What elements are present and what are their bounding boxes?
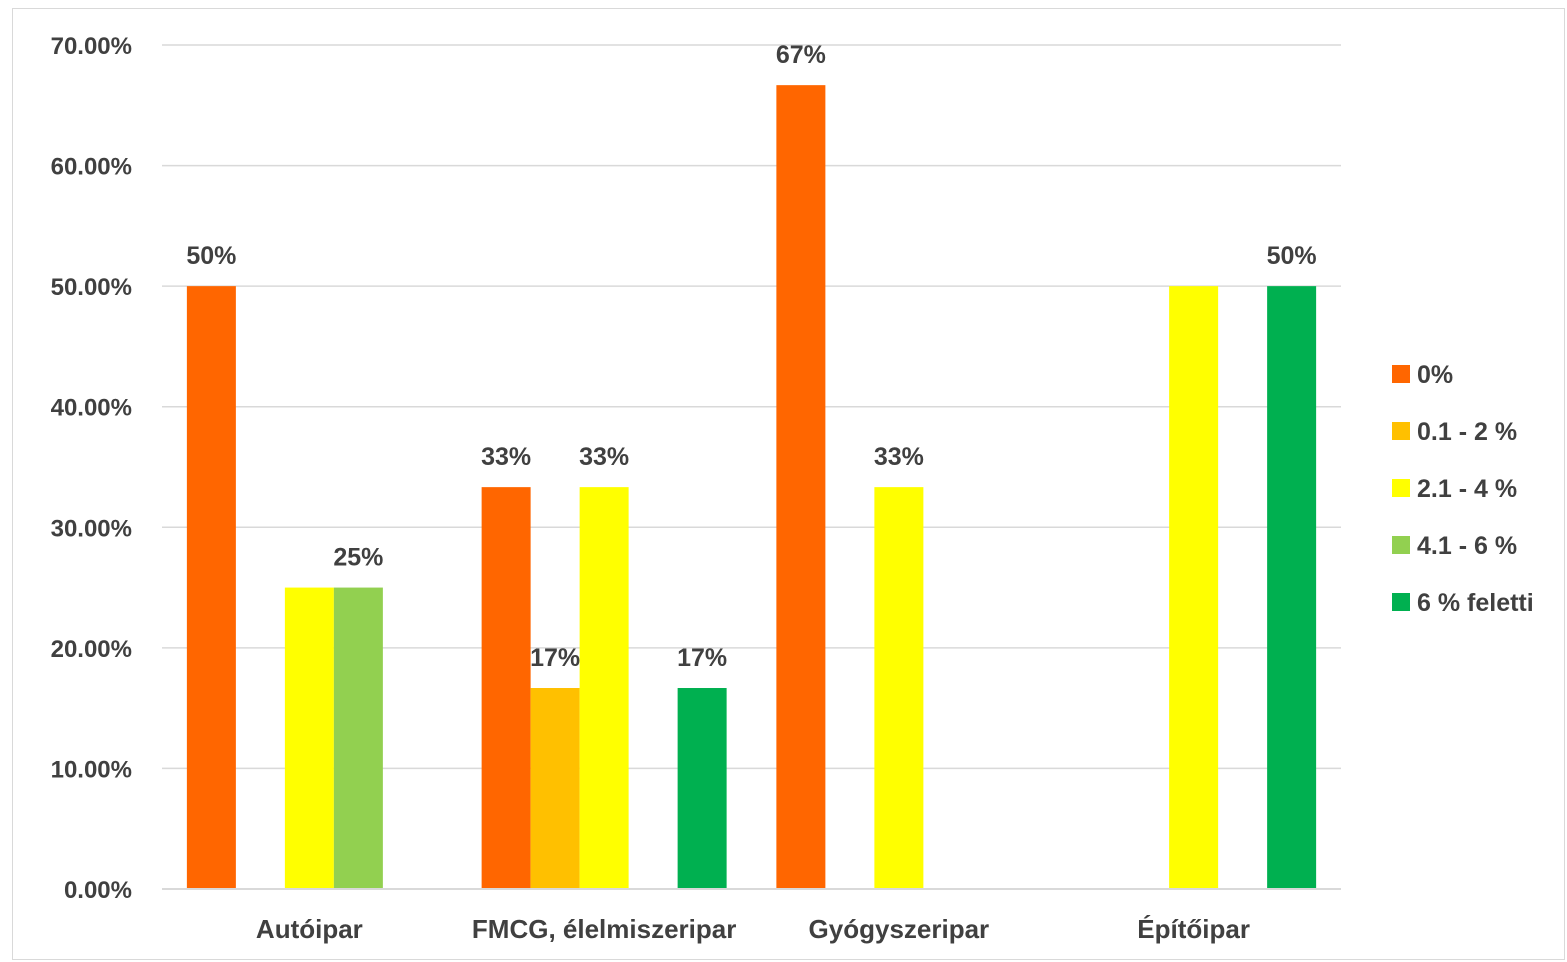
y-tick-label: 40.00% [51, 395, 132, 422]
y-tick-label: 60.00% [51, 154, 132, 181]
bar-2-0 [776, 85, 826, 890]
bar-2-2 [874, 487, 924, 889]
data-label: 33% [874, 443, 924, 471]
y-tick-label: 20.00% [51, 636, 132, 663]
data-label: 33% [481, 443, 531, 471]
legend-label: 0% [1417, 361, 1453, 389]
y-tick-label: 30.00% [51, 515, 132, 542]
x-category-label: FMCG, élelmiszeripar [472, 914, 736, 944]
bar-1-4 [677, 688, 727, 889]
y-axis-tick-labels: 0.00% 10.00% 20.00% 30.00% 40.00% 50.00% 60.00… [51, 33, 132, 904]
x-category-label: Autóipar [256, 914, 363, 944]
x-axis-category-labels: Autóipar FMCG, élelmiszeripar Gyógyszeripa… [256, 914, 1250, 944]
bar-0-3 [333, 587, 383, 889]
bar-1-0 [481, 487, 531, 889]
legend-swatch [1392, 536, 1410, 554]
data-label: 17% [530, 644, 580, 672]
legend-swatch [1392, 365, 1410, 383]
legend-swatch [1392, 479, 1410, 497]
x-category-label: Építőipar [1137, 914, 1250, 944]
data-label: 50% [186, 242, 236, 270]
data-label: 17% [677, 644, 727, 672]
y-tick-label: 70.00% [51, 33, 132, 60]
data-label: 50% [1267, 242, 1317, 270]
legend-label: 4.1 - 6 % [1417, 532, 1517, 560]
bar-0-2 [284, 587, 334, 889]
y-tick-label: 50.00% [51, 274, 132, 301]
bar-0-0 [186, 286, 236, 890]
legend-label: 6 % feletti [1417, 589, 1534, 617]
x-category-label: Gyógyszeripar [809, 914, 990, 944]
bars [186, 85, 1317, 890]
legend-swatch [1392, 593, 1410, 611]
legend-label: 2.1 - 4 % [1417, 475, 1517, 503]
bar-3-2 [1169, 286, 1219, 890]
legend-swatch [1392, 422, 1410, 440]
bar-3-4 [1267, 286, 1317, 890]
legend: 0% 0.1 - 2 % 2.1 - 4 % 4.1 - 6 % 6 % feletti [1392, 361, 1534, 617]
data-labels: 50% 25% 33% 17% 33% 17% 67% 33% 50% [186, 41, 1316, 672]
data-label: 67% [776, 41, 826, 69]
data-label: 33% [579, 443, 629, 471]
y-tick-label: 10.00% [51, 756, 132, 783]
y-tick-label: 0.00% [64, 877, 132, 904]
bar-1-1 [530, 688, 580, 889]
bar-1-2 [579, 487, 629, 889]
data-label: 25% [333, 544, 383, 572]
legend-label: 0.1 - 2 % [1417, 418, 1517, 446]
